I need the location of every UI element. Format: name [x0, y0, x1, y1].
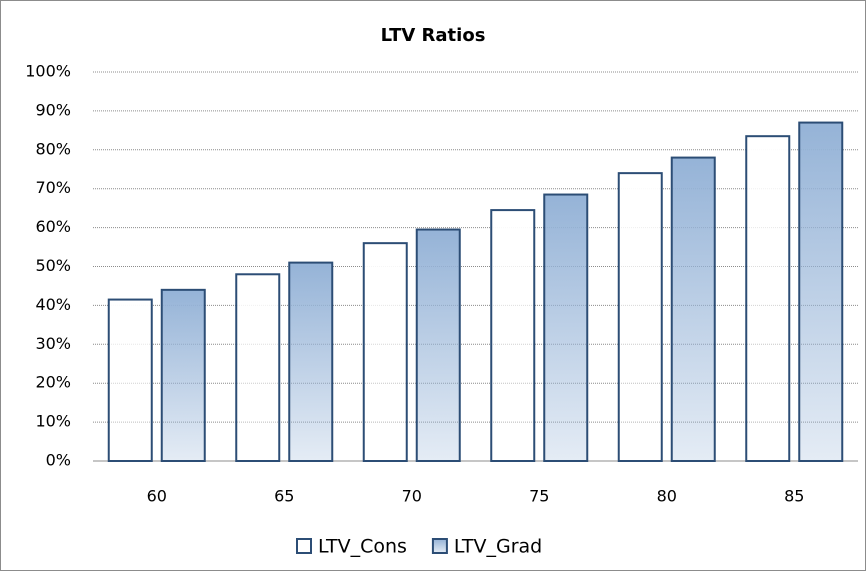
y-tick-label: 10% — [35, 412, 71, 431]
y-tick-label: 20% — [35, 373, 71, 392]
y-tick-label: 100% — [25, 62, 71, 81]
y-tick-label: 50% — [35, 256, 71, 275]
x-tick-label: 60 — [147, 487, 167, 506]
y-tick-label: 80% — [35, 139, 71, 158]
y-tick-label: 90% — [35, 100, 71, 119]
legend-swatch — [296, 538, 312, 554]
x-tick-label: 85 — [784, 487, 804, 506]
x-tick-label: 65 — [274, 487, 294, 506]
legend-label: LTV_Cons — [318, 536, 407, 558]
chart-title: LTV Ratios — [381, 25, 486, 46]
bar — [617, 172, 663, 462]
bar — [745, 135, 791, 462]
y-tick-label: 30% — [35, 334, 71, 353]
x-tick-label: 75 — [529, 487, 549, 506]
y-tick-label: 60% — [35, 217, 71, 236]
bar — [798, 121, 844, 462]
x-tick-label: 70 — [402, 487, 422, 506]
y-tick-label: 40% — [35, 295, 71, 314]
bar — [670, 156, 716, 463]
bar — [160, 288, 206, 462]
bar — [107, 298, 153, 462]
bar — [362, 242, 408, 462]
bar — [415, 228, 461, 462]
bar — [543, 193, 589, 462]
bar — [288, 261, 334, 462]
y-tick-label: 70% — [35, 178, 71, 197]
legend-swatch — [431, 538, 448, 554]
bar — [490, 209, 536, 462]
y-tick-label: 0% — [46, 451, 71, 470]
x-tick-label: 80 — [657, 487, 677, 506]
legend-label: LTV_Grad — [454, 536, 542, 558]
bar — [235, 273, 281, 462]
